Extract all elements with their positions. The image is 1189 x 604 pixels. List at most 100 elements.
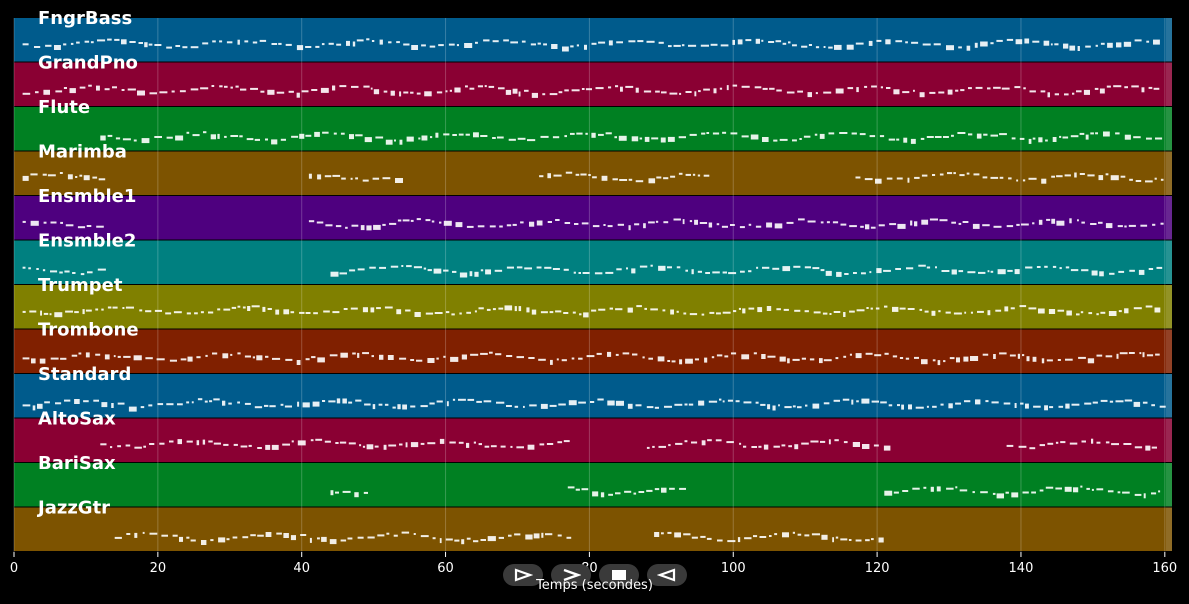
- note-mark: [694, 358, 699, 361]
- note-mark: [143, 445, 146, 448]
- note-mark: [929, 218, 938, 221]
- note-mark: [819, 133, 825, 139]
- track-label: Flute: [38, 97, 90, 118]
- note-mark: [581, 488, 589, 491]
- note-mark: [379, 39, 383, 45]
- back-button[interactable]: [647, 564, 687, 586]
- track-lane: [14, 151, 1172, 195]
- note-mark: [305, 134, 312, 137]
- note-mark: [585, 88, 592, 91]
- note-mark: [354, 492, 359, 498]
- note-mark: [1105, 223, 1113, 229]
- note-mark: [1113, 85, 1122, 88]
- note-mark: [870, 307, 873, 310]
- note-mark: [1143, 493, 1146, 499]
- note-mark: [741, 85, 750, 88]
- note-mark: [1077, 219, 1079, 222]
- note-mark: [47, 174, 56, 177]
- note-mark: [711, 356, 715, 359]
- note-mark: [722, 400, 725, 403]
- note-mark: [905, 41, 908, 44]
- note-mark: [853, 272, 857, 274]
- note-mark: [1039, 444, 1045, 447]
- note-mark: [480, 352, 488, 355]
- note-mark: [431, 220, 435, 223]
- note-mark: [64, 270, 70, 273]
- note-mark: [1134, 39, 1142, 42]
- note-mark: [1123, 41, 1132, 47]
- note-mark: [1145, 445, 1151, 451]
- note-mark: [788, 41, 791, 44]
- note-mark: [615, 492, 621, 495]
- note-mark: [739, 442, 742, 445]
- note-mark: [678, 136, 686, 139]
- note-mark: [531, 309, 537, 315]
- note-mark: [427, 358, 435, 363]
- note-mark: [578, 401, 586, 404]
- note-mark: [186, 440, 193, 443]
- note-mark: [1105, 355, 1113, 358]
- note-mark: [392, 406, 396, 409]
- note-mark: [461, 354, 467, 360]
- note-mark: [466, 537, 471, 540]
- note-mark: [840, 223, 847, 226]
- note-mark: [571, 357, 575, 360]
- note-mark: [1098, 175, 1104, 181]
- next-button[interactable]: [551, 564, 591, 586]
- note-mark: [379, 266, 386, 269]
- note-mark: [177, 403, 183, 406]
- note-mark: [478, 307, 484, 310]
- note-mark: [871, 538, 874, 541]
- note-mark: [753, 352, 757, 355]
- note-mark: [738, 307, 741, 310]
- x-tick-label: 60: [437, 561, 454, 576]
- note-mark: [1024, 38, 1030, 44]
- note-mark: [212, 352, 218, 355]
- note-mark: [556, 358, 559, 361]
- note-mark: [803, 135, 811, 138]
- note-mark: [784, 406, 792, 409]
- note-mark: [413, 266, 422, 269]
- note-mark: [549, 93, 558, 96]
- note-mark: [1056, 220, 1065, 226]
- note-mark: [1005, 491, 1009, 494]
- note-mark: [166, 136, 173, 139]
- note-mark: [496, 401, 505, 404]
- note-mark: [265, 532, 272, 537]
- play-button[interactable]: [503, 564, 543, 586]
- note-mark: [754, 86, 762, 89]
- note-mark: [44, 401, 50, 404]
- note-mark: [145, 357, 153, 360]
- note-mark: [966, 172, 970, 175]
- note-mark: [1091, 270, 1098, 276]
- note-mark: [1116, 42, 1122, 48]
- note-mark: [1044, 405, 1048, 411]
- note-mark: [883, 269, 891, 272]
- stop-button[interactable]: [599, 564, 639, 586]
- note-mark: [1070, 269, 1079, 272]
- note-mark: [636, 305, 642, 308]
- note-mark: [646, 489, 653, 492]
- note-mark: [503, 39, 509, 42]
- note-mark: [893, 89, 900, 95]
- note-mark: [357, 268, 365, 271]
- note-mark: [210, 134, 216, 140]
- note-mark: [583, 312, 589, 318]
- note-mark: [271, 444, 279, 450]
- note-mark: [675, 442, 683, 445]
- note-mark: [1051, 175, 1055, 178]
- note-mark: [549, 311, 554, 314]
- note-mark: [643, 90, 652, 93]
- note-mark: [794, 444, 799, 450]
- note-mark: [706, 537, 712, 540]
- note-mark: [834, 44, 842, 50]
- note-mark: [713, 88, 717, 94]
- note-mark: [187, 356, 193, 362]
- note-mark: [402, 219, 410, 222]
- note-mark: [290, 311, 295, 314]
- note-mark: [83, 400, 89, 403]
- note-mark: [1072, 92, 1075, 95]
- note-mark: [769, 87, 775, 90]
- note-mark: [908, 404, 912, 410]
